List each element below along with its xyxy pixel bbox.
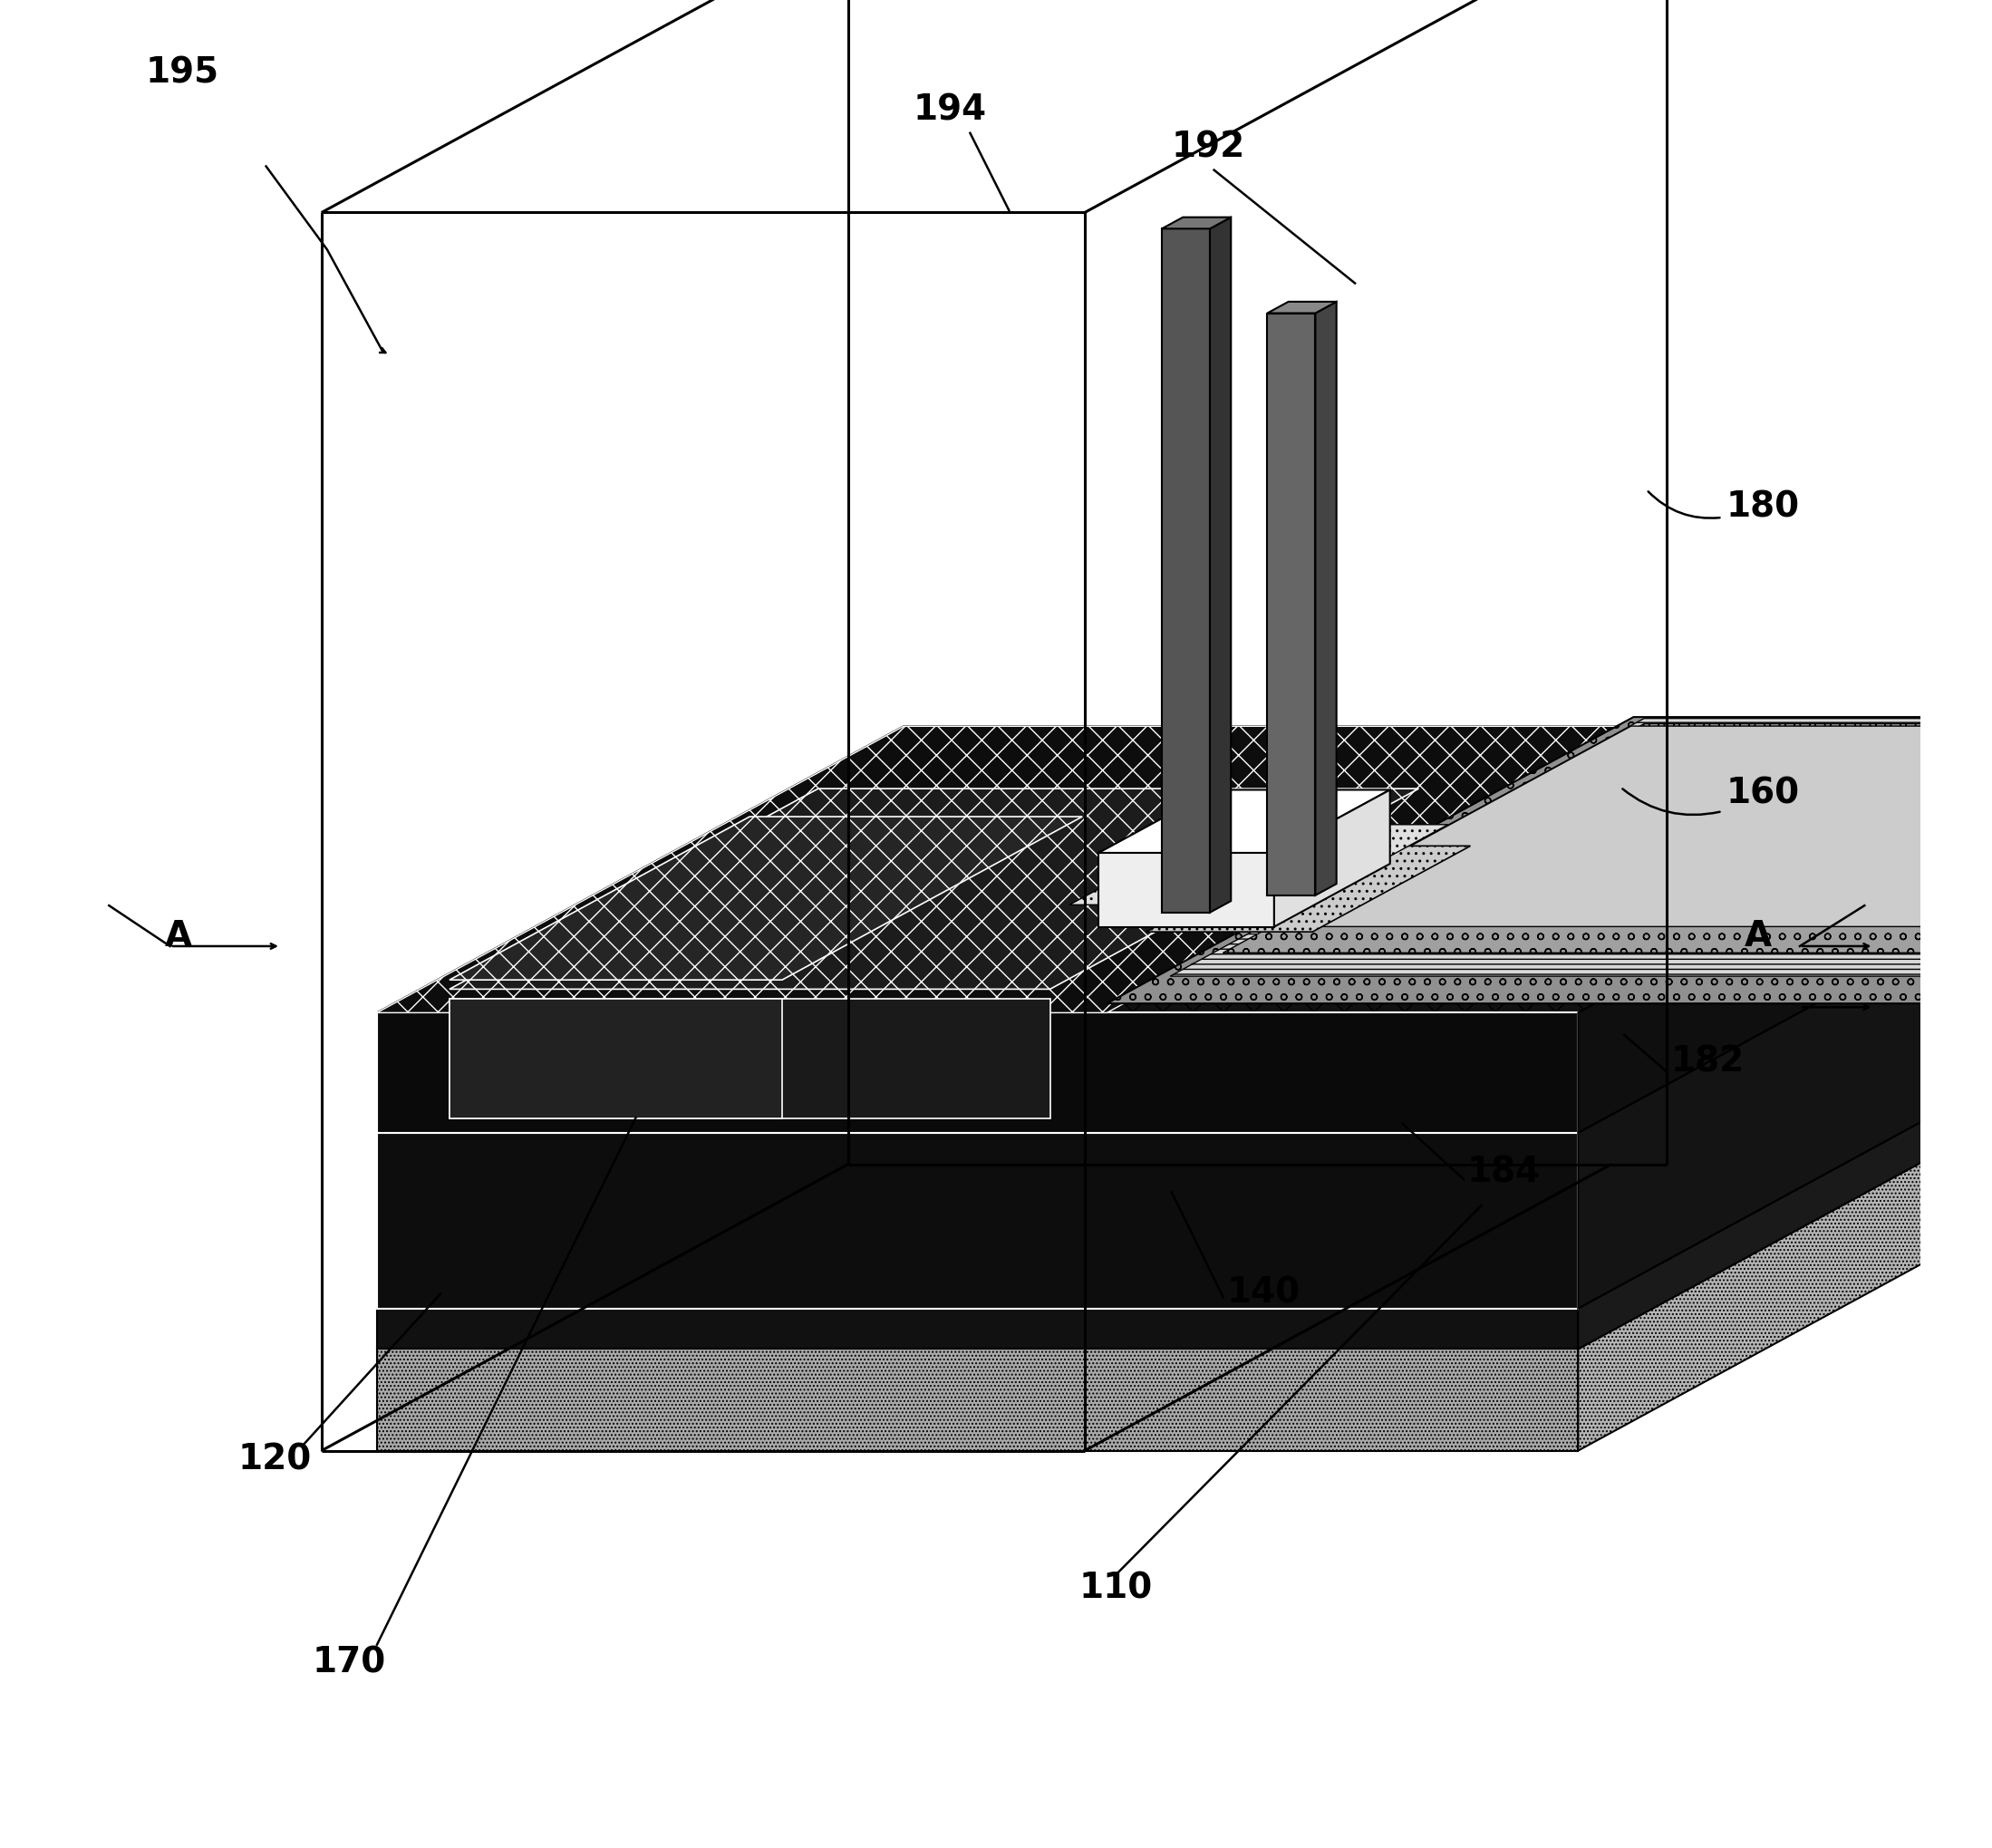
Polygon shape <box>376 1133 1578 1308</box>
Polygon shape <box>1315 301 1337 894</box>
Polygon shape <box>1267 301 1337 312</box>
Text: 195: 195 <box>145 55 219 91</box>
Polygon shape <box>1070 824 1448 906</box>
Polygon shape <box>1578 1022 1992 1349</box>
Polygon shape <box>1169 719 1992 976</box>
Text: 120: 120 <box>239 1441 313 1477</box>
Polygon shape <box>450 789 1418 989</box>
Polygon shape <box>1578 1063 1992 1451</box>
Text: A: A <box>165 918 191 954</box>
Text: 160: 160 <box>1725 776 1799 811</box>
Polygon shape <box>1984 717 1992 1308</box>
Text: 110: 110 <box>1080 1571 1153 1606</box>
Polygon shape <box>376 1022 1992 1308</box>
Polygon shape <box>1145 846 1470 931</box>
Polygon shape <box>376 1308 1578 1349</box>
Text: 170: 170 <box>313 1645 386 1680</box>
Text: 192: 192 <box>1171 129 1245 164</box>
Text: A: A <box>1745 918 1771 954</box>
Text: 182: 182 <box>1671 1044 1745 1079</box>
Polygon shape <box>1223 724 1992 954</box>
Polygon shape <box>1098 854 1275 926</box>
Text: 194: 194 <box>912 92 986 128</box>
Polygon shape <box>450 998 783 1118</box>
Polygon shape <box>450 817 1082 979</box>
Polygon shape <box>1578 846 1992 1308</box>
Polygon shape <box>376 726 1992 1013</box>
Polygon shape <box>1108 717 1992 1003</box>
Text: 184: 184 <box>1468 1155 1540 1190</box>
Polygon shape <box>1209 218 1231 913</box>
Polygon shape <box>1098 789 1390 854</box>
Polygon shape <box>376 726 1633 1013</box>
Polygon shape <box>376 1013 1578 1133</box>
Polygon shape <box>1578 726 1992 1133</box>
Text: 180: 180 <box>1725 490 1799 525</box>
Polygon shape <box>1263 726 1992 926</box>
Text: 140: 140 <box>1227 1275 1301 1310</box>
Polygon shape <box>1267 312 1315 894</box>
Polygon shape <box>376 1063 1992 1349</box>
Polygon shape <box>450 998 1050 1118</box>
Polygon shape <box>376 1349 1578 1451</box>
Polygon shape <box>1161 218 1231 229</box>
Polygon shape <box>376 846 1992 1133</box>
Polygon shape <box>1275 789 1390 926</box>
Polygon shape <box>1161 229 1209 913</box>
